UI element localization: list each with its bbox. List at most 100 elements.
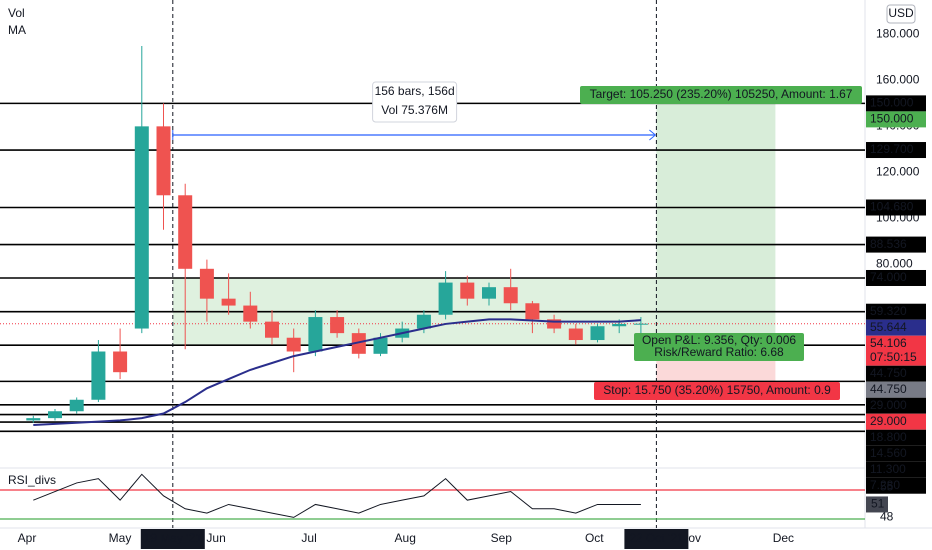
date-label: 22 Oct '21	[629, 531, 684, 545]
price-label-box	[866, 413, 926, 430]
date-label-box	[140, 529, 205, 549]
month-label: Jun	[206, 531, 225, 545]
range-arrow-head	[649, 129, 657, 141]
candle-body	[460, 282, 475, 299]
price-label-box	[866, 269, 926, 286]
moving-average	[33, 318, 641, 427]
price-label-box	[866, 142, 926, 159]
price-label-box	[866, 445, 926, 462]
rsi-current-box	[866, 496, 888, 513]
candle-body	[525, 303, 540, 320]
y-tick-label: 180.000	[876, 27, 920, 41]
candle-body	[286, 337, 301, 352]
price-label: 104.680	[870, 200, 914, 214]
date-label: 19 May '21	[144, 531, 203, 545]
candle-body	[265, 321, 279, 338]
price-label: 150.000	[870, 112, 914, 126]
price-label-box	[866, 236, 926, 253]
month-label: Dec	[773, 531, 794, 545]
price-label: 29.000	[870, 398, 907, 412]
candle-body	[308, 317, 323, 352]
range-info-box	[372, 81, 458, 123]
rsi-line	[33, 473, 641, 518]
candle-body	[568, 328, 583, 341]
currency: USD	[888, 6, 914, 20]
candle-body	[26, 418, 41, 421]
target-label: Target: 105.250 (235.20%) 105250, Amount…	[590, 87, 853, 101]
price-label-box	[866, 365, 926, 382]
price-label: 14.560	[870, 446, 907, 460]
month-label: Apr	[18, 531, 37, 545]
price-label-box	[866, 95, 926, 112]
price-label-box	[866, 319, 926, 336]
target-label-box	[580, 86, 862, 104]
rsi-tick-label: 55	[880, 479, 894, 493]
candle-body	[113, 351, 128, 373]
price-label-box	[866, 111, 926, 128]
candle-body	[330, 317, 345, 334]
candle-body	[482, 287, 496, 299]
candle-body	[547, 319, 562, 329]
candle-body	[48, 411, 62, 419]
candle-body	[438, 282, 453, 315]
month-label: May	[109, 531, 132, 545]
candle-body	[503, 287, 518, 304]
profit-zone	[656, 103, 776, 346]
price-label-box	[866, 429, 926, 446]
price-label: 59.320	[870, 304, 907, 318]
price-label-box	[866, 477, 926, 494]
price-label-box	[866, 303, 926, 320]
price-label: 29.000	[870, 414, 907, 428]
candle-body	[134, 126, 149, 329]
currency-box[interactable]	[886, 4, 916, 24]
stop-label-box	[594, 382, 840, 400]
range-bars: 156 bars, 156d	[375, 84, 455, 98]
candle-body	[199, 268, 214, 299]
pnl-box	[634, 333, 804, 361]
month-label: Sep	[491, 531, 513, 545]
candle-body	[612, 323, 627, 327]
candle-body	[69, 399, 84, 412]
rsi-tick-label: 48	[880, 510, 894, 524]
rr-label: Risk/Reward Ratio: 6.68	[654, 345, 784, 359]
price-label-box	[866, 335, 926, 366]
rsi-current: 51	[871, 497, 885, 511]
price-label: 18.800	[870, 430, 907, 444]
candle-body	[91, 351, 106, 400]
month-label: Jul	[301, 531, 316, 545]
stop-label: Stop: 15.750 (35.20%) 15750, Amount: 0.9	[603, 383, 831, 397]
candle-body	[178, 195, 193, 269]
price-label-box	[866, 397, 926, 414]
month-label: Aug	[395, 531, 416, 545]
price-label: 88.536	[870, 237, 907, 251]
candle-body	[243, 305, 258, 322]
ma-label: MA	[8, 23, 26, 37]
candle-body	[351, 333, 366, 354]
price-label: 55.644	[870, 320, 907, 334]
price-label: 7.280	[870, 478, 900, 492]
volume-label: Vol	[8, 6, 25, 20]
price-label-box	[866, 461, 926, 478]
price-label-box	[866, 381, 926, 398]
price-label: 74.000	[870, 270, 907, 284]
price-label: 44.750	[870, 366, 907, 380]
price-label: 11.300	[870, 462, 906, 476]
y-tick-label: 120.000	[876, 164, 920, 178]
y-tick-label: 80.000	[876, 256, 913, 270]
candle-body	[221, 298, 236, 306]
price-label: 150.000	[870, 96, 914, 110]
candle-body	[416, 314, 431, 329]
candle-body	[156, 126, 171, 196]
candle-body	[633, 323, 648, 325]
price-label: 44.750	[870, 382, 907, 396]
price-label-box	[866, 199, 926, 216]
candle-body	[590, 326, 605, 341]
rsi-title: RSI_divs	[8, 473, 56, 487]
price-label: 129.700	[870, 142, 914, 156]
date-label-box	[624, 529, 689, 549]
price-label: 54.106	[870, 336, 907, 350]
y-tick-label: 160.000	[876, 73, 920, 87]
range-volume: Vol 75.376M	[381, 103, 448, 117]
